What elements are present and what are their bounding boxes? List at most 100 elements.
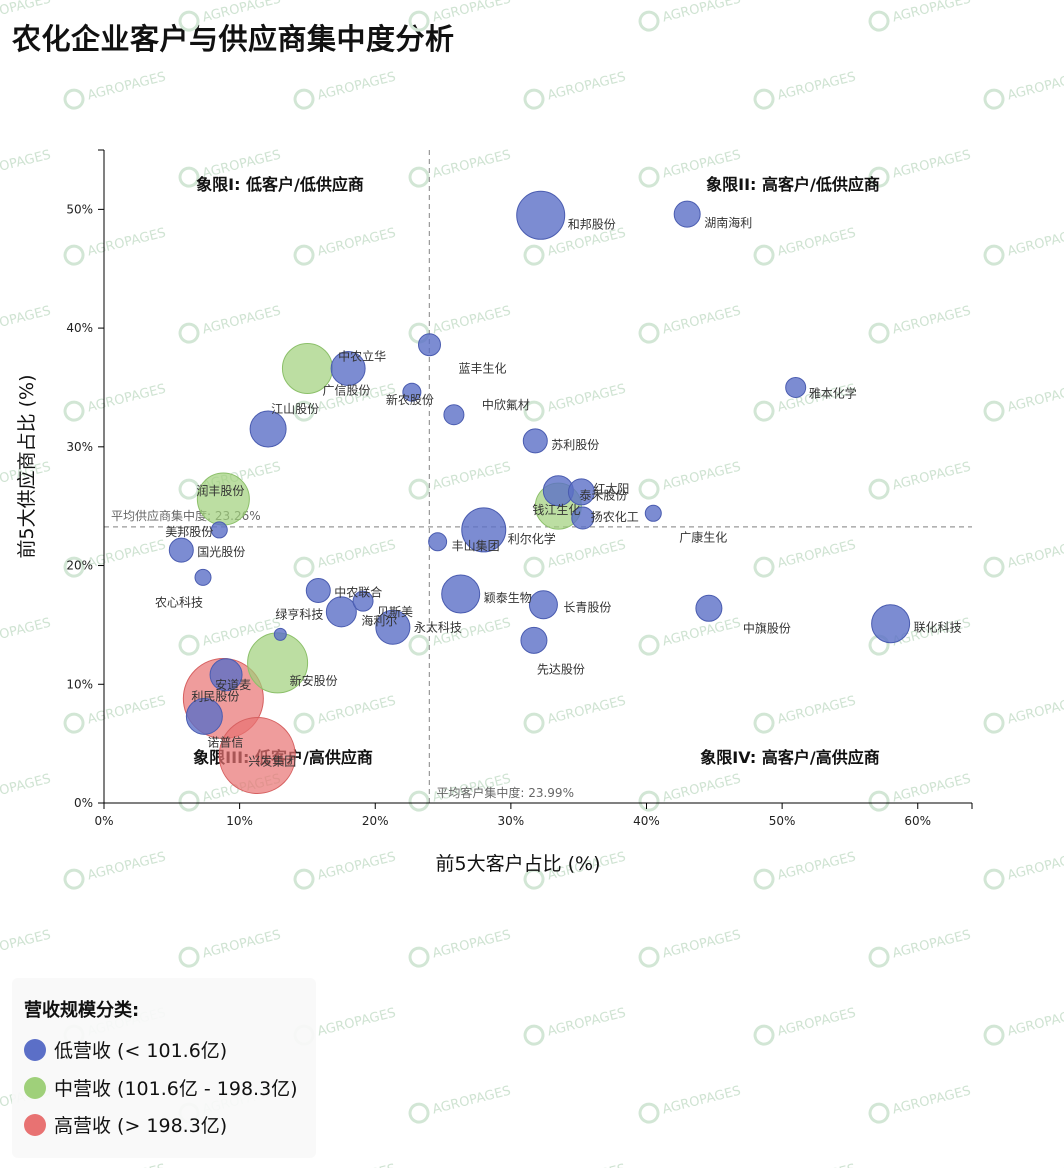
watermark-logo-icon <box>983 400 1005 422</box>
watermark: AGROPAGES <box>0 616 52 650</box>
watermark-text: AGROPAGES <box>661 0 742 25</box>
x-tick-label: 20% <box>362 814 389 828</box>
watermark-text: AGROPAGES <box>316 1006 397 1040</box>
watermark: AGROPAGES <box>523 1006 627 1046</box>
watermark: AGROPAGES <box>0 304 52 338</box>
watermark-logo-icon <box>753 556 775 578</box>
watermark-text: AGROPAGES <box>0 772 52 806</box>
data-label: 钱江生化 <box>532 502 580 517</box>
y-tick-label: 50% <box>66 202 93 216</box>
x-tick-label: 40% <box>633 814 660 828</box>
watermark-logo-icon <box>868 478 890 500</box>
watermark-logo-icon <box>868 10 890 32</box>
watermark-logo-icon <box>293 712 315 734</box>
data-point <box>567 478 595 506</box>
watermark-text: AGROPAGES <box>316 70 397 104</box>
page-title: 农化企业客户与供应商集中度分析 <box>12 22 455 56</box>
watermark-text: AGROPAGES <box>1006 226 1064 260</box>
legend: 营收规模分类: 低营收 (< 101.6亿) 中营收 (101.6亿 - 198… <box>12 978 316 1158</box>
data-point <box>375 609 411 645</box>
quadrant-label-q2: 象限II: 高客户/低供应商 <box>706 175 880 194</box>
watermark: AGROPAGES <box>546 1162 627 1168</box>
data-point <box>673 200 701 228</box>
watermark-logo-icon <box>523 556 545 578</box>
watermark: AGROPAGES <box>63 850 167 890</box>
watermark: AGROPAGES <box>983 226 1064 266</box>
watermark-text: AGROPAGES <box>546 1006 627 1040</box>
data-point <box>528 590 558 620</box>
watermark-logo-icon <box>408 1102 430 1124</box>
watermark-text: AGROPAGES <box>316 694 397 728</box>
watermark-text: AGROPAGES <box>661 616 742 650</box>
watermark-text: AGROPAGES <box>661 304 742 338</box>
data-label: 国光股份 <box>197 545 245 559</box>
watermark: AGROPAGES <box>408 0 512 32</box>
data-label: 广康生化 <box>679 529 727 544</box>
watermark-text: AGROPAGES <box>661 460 742 494</box>
watermark: AGROPAGES <box>293 226 397 266</box>
watermark-text: AGROPAGES <box>431 304 512 338</box>
watermark-text: AGROPAGES <box>891 0 972 25</box>
watermark-logo-icon <box>408 790 430 812</box>
watermark: AGROPAGES <box>63 694 167 734</box>
watermark: AGROPAGES <box>638 0 742 32</box>
data-label: 美邦股份 <box>165 525 213 539</box>
watermark-text: AGROPAGES <box>891 148 972 182</box>
data-label: 海利尔 <box>361 613 397 628</box>
watermark: AGROPAGES <box>868 928 972 968</box>
x-tick-label: 50% <box>769 814 796 828</box>
data-label: 农心科技 <box>155 595 203 609</box>
watermark-logo-icon <box>408 10 430 32</box>
watermark-logo-icon <box>868 1102 890 1124</box>
data-label: 颖泰生物 <box>484 591 532 605</box>
data-label: 江山股份 <box>271 402 319 416</box>
watermark-text: AGROPAGES <box>86 1162 167 1168</box>
watermark-text: AGROPAGES <box>201 304 282 338</box>
legend-label-high: 高营收 (> 198.3亿) <box>54 1115 228 1137</box>
data-label: 贝斯美 <box>377 605 413 619</box>
watermark: AGROPAGES <box>753 1006 857 1046</box>
x-tick-label: 30% <box>498 814 525 828</box>
watermark: AGROPAGES <box>0 928 52 962</box>
x-tick-label: 60% <box>904 814 931 828</box>
data-point <box>402 382 422 402</box>
data-label: 先达股份 <box>537 662 585 676</box>
watermark-text: AGROPAGES <box>86 850 167 884</box>
reference-lines: 平均客户集中度: 23.99%平均供应商集中度: 23.26%象限I: 低客户/… <box>104 150 972 803</box>
data-points <box>168 190 911 795</box>
watermark-text: AGROPAGES <box>776 850 857 884</box>
watermark-text: AGROPAGES <box>546 1162 627 1168</box>
y-axis-title: 前5大供应商占比 (%) <box>16 374 38 558</box>
watermark-text: AGROPAGES <box>316 538 397 572</box>
legend-item-low: 低营收 (< 101.6亿) <box>24 1036 227 1063</box>
data-label: 中农联合 <box>334 584 382 599</box>
watermark-text: AGROPAGES <box>661 1084 742 1118</box>
watermark-text: AGROPAGES <box>431 460 512 494</box>
data-point <box>210 521 228 539</box>
watermark: AGROPAGES <box>523 70 627 110</box>
watermark-logo-icon <box>753 244 775 266</box>
watermark-logo-icon <box>983 868 1005 890</box>
watermark-text: AGROPAGES <box>316 850 397 884</box>
watermark-text: AGROPAGES <box>661 772 742 806</box>
y-tick-label: 10% <box>66 677 93 691</box>
data-label: 新农股份 <box>386 392 434 407</box>
watermark-logo-icon <box>753 400 775 422</box>
watermark-text: AGROPAGES <box>546 382 627 416</box>
watermark: AGROPAGES <box>408 928 512 968</box>
data-label: 广信股份 <box>322 383 370 397</box>
watermark: AGROPAGES <box>753 538 857 578</box>
x-tick-label: 0% <box>94 814 113 828</box>
watermark-text: AGROPAGES <box>1006 538 1064 572</box>
watermark-logo-icon <box>983 88 1005 110</box>
data-label: 苏利股份 <box>551 438 599 452</box>
watermark: AGROPAGES <box>983 382 1064 422</box>
watermark-logo-icon <box>293 400 315 422</box>
data-point <box>249 410 287 448</box>
x-axis-title: 前5大客户占比 (%) <box>435 853 600 875</box>
watermark: AGROPAGES <box>408 148 512 188</box>
watermark: AGROPAGES <box>0 148 52 182</box>
watermark-logo-icon <box>638 946 660 968</box>
data-point <box>443 404 465 426</box>
axes: 0% 10% 20% 30% 40% 50% 60% 0% 10% 20% 30% 40% 50% 前5大… <box>16 149 973 875</box>
